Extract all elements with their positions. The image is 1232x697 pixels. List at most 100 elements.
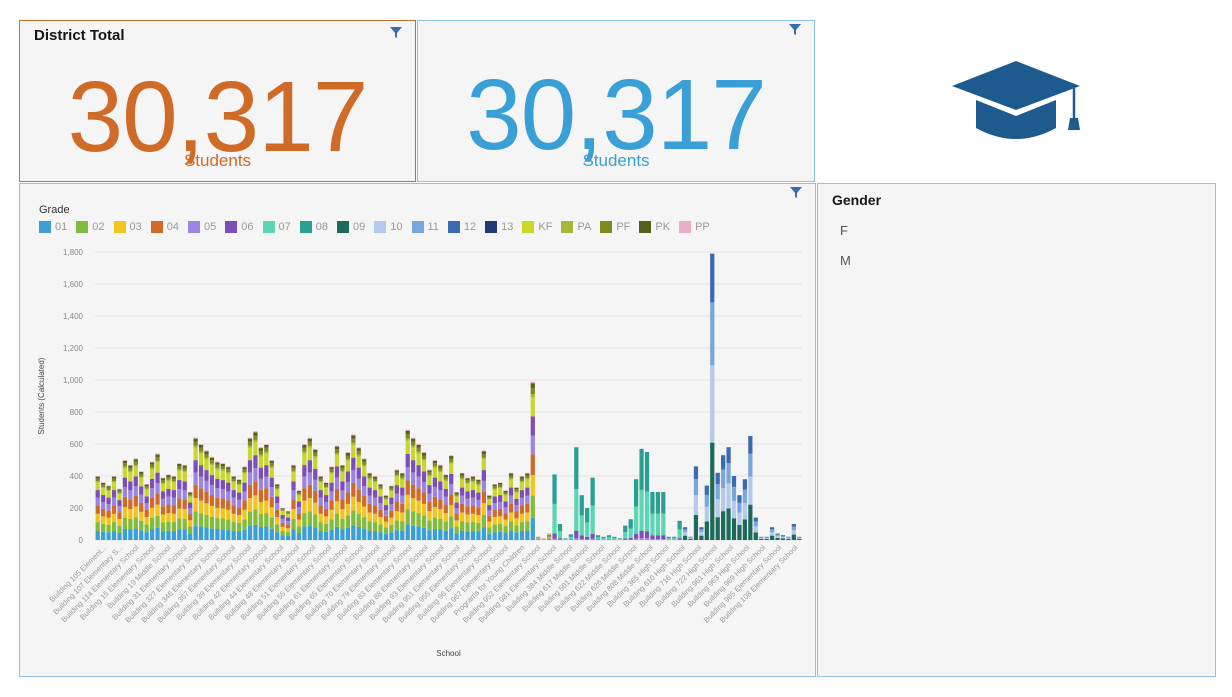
legend-item-PP[interactable]: PP [679, 221, 710, 233]
filter-icon[interactable] [390, 27, 402, 39]
bar-segment [383, 521, 389, 528]
bar-segment [677, 538, 682, 540]
legend-item-07[interactable]: 07 [262, 221, 291, 233]
legend-item-02[interactable]: 02 [76, 221, 105, 233]
gender-item-f[interactable]: F [840, 223, 848, 238]
bar-segment [258, 467, 263, 479]
legend-item-04[interactable]: 04 [150, 221, 179, 233]
bar-segment [394, 520, 399, 531]
legend-item-KF[interactable]: KF [522, 221, 552, 233]
bar-segment [508, 472, 514, 474]
legend-item-11[interactable]: 11 [411, 221, 439, 233]
gender-filter-tile[interactable]: Gender F M [817, 183, 1216, 677]
bar-segment [487, 498, 492, 500]
bar-segment [498, 482, 503, 483]
filtered-total-tile[interactable]: 30,317 Students [417, 20, 815, 182]
bar-segment [166, 521, 171, 531]
gender-item-m[interactable]: M [840, 253, 851, 268]
bar-segment [101, 508, 106, 517]
bar-segment [394, 511, 399, 521]
bar-segment [465, 483, 470, 492]
bar-segment [171, 478, 176, 482]
bar-segment [443, 521, 448, 531]
legend-item-05[interactable]: 05 [188, 221, 216, 233]
bar-segment [351, 442, 356, 445]
y-tick-label: 1,400 [63, 312, 84, 321]
bar-segment [231, 490, 236, 498]
bar-segment [182, 518, 187, 530]
bar-segment [226, 472, 231, 474]
filter-icon[interactable] [789, 24, 801, 36]
bar-segment [546, 538, 552, 540]
bar-segment [275, 488, 280, 490]
bar-segment [797, 538, 802, 539]
bar-segment [590, 505, 595, 534]
bar-segment [351, 438, 356, 443]
bar-segment [204, 503, 209, 515]
bar-segment [530, 454, 535, 476]
bar-segment [715, 484, 720, 500]
bar-segment [389, 517, 394, 525]
bar-segment [351, 434, 356, 436]
bar-segment [546, 537, 552, 539]
stacked-bar-chart[interactable]: 0 200 400 600 800 1,000 1,200 1,400 1,600 1,800 St… [20, 184, 815, 676]
bar-segment [476, 484, 481, 486]
legend-item-01[interactable]: 01 [39, 221, 67, 233]
legend-item-12[interactable]: 12 [447, 221, 476, 233]
bar-segment [432, 487, 438, 497]
bar-segment [302, 500, 307, 514]
bar-segment [182, 509, 187, 519]
bar-segment [383, 495, 389, 497]
bar-segment [215, 478, 220, 489]
bar-segment [313, 456, 318, 458]
bar-segment [623, 525, 628, 533]
bar-segment [171, 505, 176, 514]
bar-segment [634, 533, 639, 539]
bar-segment [563, 538, 568, 540]
legend-item-PK[interactable]: PK [639, 221, 670, 233]
bar-segment [345, 471, 351, 482]
district-total-tile[interactable]: District Total 30,317 Students [19, 20, 416, 182]
bar-segment [177, 470, 182, 481]
bar-segment [220, 466, 225, 470]
bar-segment [737, 495, 742, 503]
legend-item-06[interactable]: 06 [225, 221, 254, 233]
bar-segment [454, 508, 459, 515]
bar-segment [117, 493, 122, 501]
bar-segment [160, 478, 166, 481]
bar-segment [318, 531, 323, 540]
legend-item-PF[interactable]: PF [600, 221, 630, 233]
students-by-school-chart-tile[interactable]: Grade 01 02 03 04 05 06 07 08 09 10 11 12 13 KF PA PF PK… [19, 183, 816, 677]
bar-segment [133, 528, 138, 540]
bar-segment [514, 487, 519, 490]
bar-segment [101, 495, 106, 502]
bar-segment [155, 454, 160, 458]
legend-label: PP [695, 221, 710, 233]
bar-segment [612, 538, 617, 540]
bar-segment [546, 535, 552, 536]
bar-segment [508, 479, 514, 488]
filter-icon[interactable] [790, 187, 802, 199]
bar-segment [503, 494, 508, 496]
legend-item-03[interactable]: 03 [113, 221, 142, 233]
bar-segment [704, 485, 709, 495]
legend-item-PA[interactable]: PA [561, 221, 591, 233]
bar-segment [242, 491, 247, 501]
bar-segment [101, 488, 106, 496]
bar-segment [324, 508, 329, 517]
legend-item-09[interactable]: 09 [337, 221, 365, 233]
bar-segment [759, 538, 764, 540]
bar-segment [313, 490, 318, 503]
bar-segment [514, 525, 519, 533]
bar-segment [465, 480, 470, 483]
legend-item-08[interactable]: 08 [299, 221, 328, 233]
bar-segment [182, 465, 187, 468]
bar-segment [411, 484, 416, 499]
bar-segment [307, 447, 312, 461]
bar-segment [780, 538, 786, 540]
bar-segment [775, 537, 780, 540]
legend-item-10[interactable]: 10 [374, 221, 403, 233]
bar-segment [775, 533, 780, 535]
bar-segment [454, 514, 459, 521]
legend-item-13[interactable]: 13 [485, 221, 513, 233]
